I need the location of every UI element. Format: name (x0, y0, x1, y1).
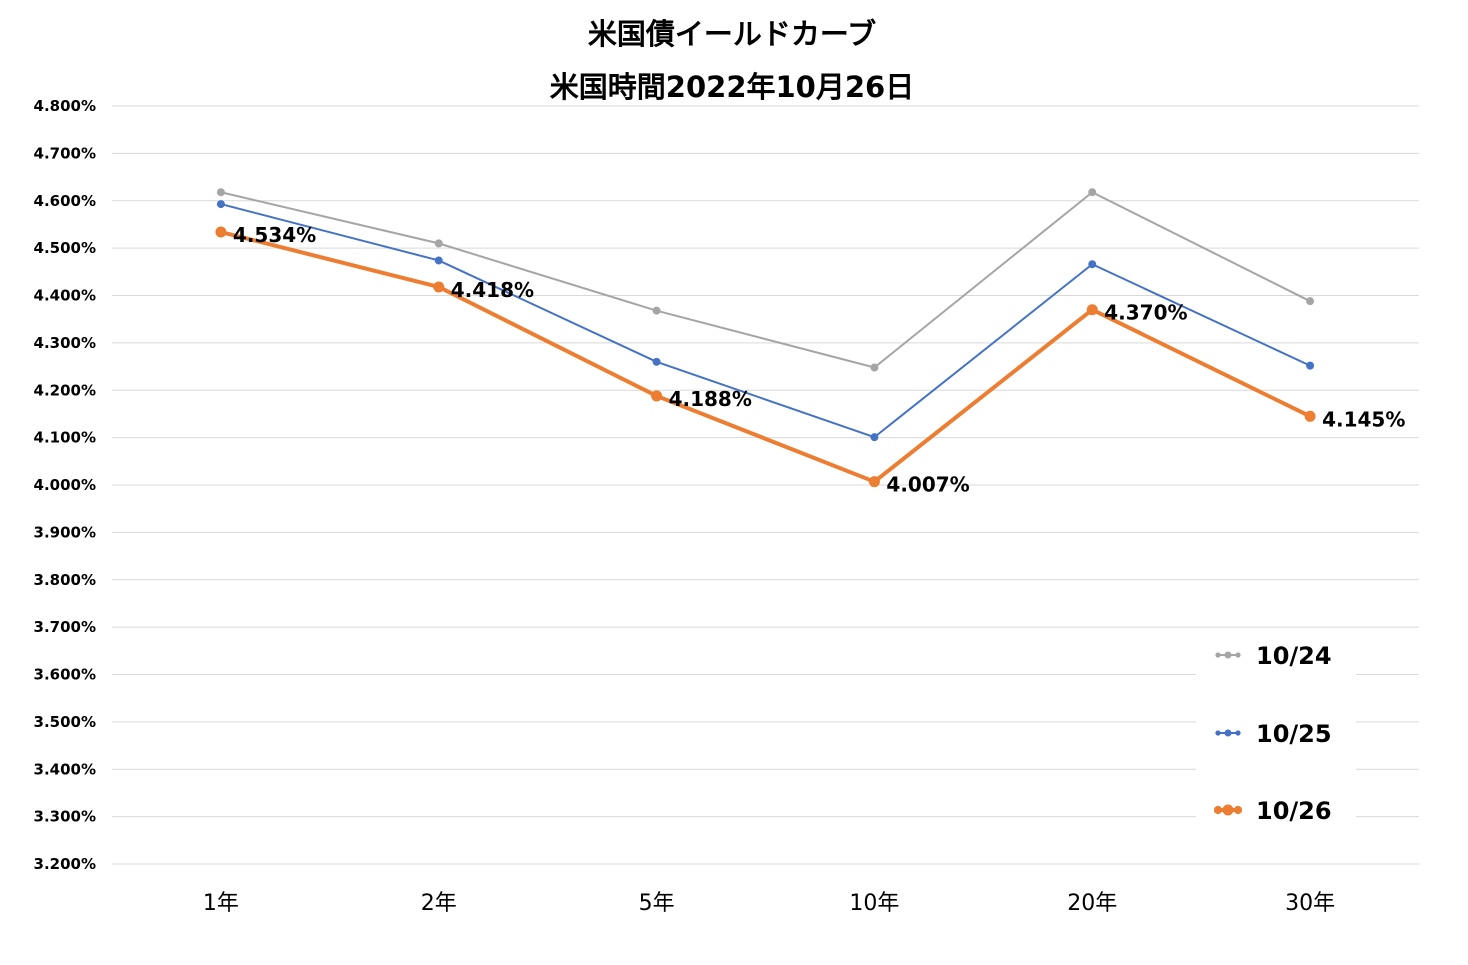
data-label: 4.007% (886, 473, 969, 497)
data-point (652, 306, 661, 315)
legend-swatch-marker (1213, 805, 1223, 815)
legend-item-2: 10/25 (1215, 720, 1332, 748)
y-tick-label: 4.300% (34, 334, 96, 352)
y-tick-label: 3.900% (34, 523, 96, 541)
data-point (1304, 410, 1316, 422)
y-tick-label: 3.400% (34, 760, 96, 778)
legend-label: 10/26 (1256, 797, 1332, 825)
data-point (1088, 188, 1097, 197)
legend-swatch-marker (1233, 805, 1243, 815)
data-point (434, 239, 443, 248)
data-labels: 4.534% 4.418% 4.188% 4.007% 4.370% 4.145% (233, 223, 1405, 497)
x-tick-label: 5年 (639, 891, 675, 916)
data-point (216, 200, 225, 209)
y-tick-label: 3.200% (34, 855, 96, 873)
legend-swatch-marker (1224, 729, 1232, 737)
series-lines (215, 188, 1316, 488)
data-point (216, 188, 225, 197)
legend-item-3: 10/26 (1213, 797, 1332, 825)
series-line-1 (220, 191, 1311, 369)
y-tick-label: 4.400% (34, 287, 96, 305)
data-point (1306, 297, 1315, 306)
data-label: 4.145% (1322, 407, 1405, 431)
data-point (434, 256, 443, 265)
data-point (652, 357, 661, 366)
legend-swatch-marker (1235, 652, 1241, 658)
y-tick-label: 4.600% (34, 192, 96, 210)
data-point (1088, 260, 1097, 269)
series-line-3 (220, 230, 1311, 484)
x-tick-label: 30年 (1285, 891, 1335, 916)
data-point (870, 363, 879, 372)
data-label: 4.188% (669, 387, 752, 411)
y-tick-label: 4.100% (34, 429, 96, 447)
legend-background (1196, 628, 1356, 828)
data-point (651, 390, 663, 402)
x-tick-label: 2年 (421, 891, 457, 916)
x-tick-label: 1年 (203, 891, 239, 916)
y-tick-label: 3.300% (34, 808, 96, 826)
data-label: 4.370% (1104, 301, 1187, 325)
y-tick-label: 3.700% (34, 618, 96, 636)
legend-swatch-marker (1222, 804, 1234, 816)
data-point (1306, 361, 1315, 370)
legend-label: 10/25 (1256, 720, 1332, 748)
y-tick-label: 4.700% (34, 144, 96, 162)
x-tick-label: 10年 (849, 891, 899, 916)
legend-swatch-marker (1235, 730, 1241, 736)
data-point (215, 226, 227, 238)
x-axis-ticks: 1年 2年 5年 10年 20年 30年 (203, 891, 1335, 916)
legend-item-1: 10/24 (1215, 642, 1332, 670)
y-tick-label: 3.600% (34, 666, 96, 684)
data-point (868, 476, 880, 488)
data-point (1086, 304, 1098, 316)
data-point (870, 433, 879, 442)
chart-title: 米国債イールドカーブ (588, 17, 876, 51)
data-label: 4.418% (451, 278, 534, 302)
data-label: 4.534% (233, 223, 316, 247)
legend-swatch-marker (1224, 651, 1232, 659)
y-tick-label: 4.000% (34, 476, 96, 494)
series-line-2 (220, 203, 1311, 439)
y-tick-label: 4.800% (34, 97, 96, 115)
y-tick-label: 3.800% (34, 571, 96, 589)
y-tick-label: 3.500% (34, 713, 96, 731)
chart-subtitle: 米国時間2022年10月26日 (550, 70, 914, 104)
legend: 10/24 10/25 10/26 (1213, 642, 1332, 825)
legend-label: 10/24 (1256, 642, 1332, 670)
x-tick-label: 20年 (1067, 891, 1117, 916)
y-tick-label: 4.200% (34, 381, 96, 399)
data-point (433, 281, 445, 293)
y-axis-ticks: 4.800% 4.700% 4.600% 4.500% 4.400% 4.300% 4.20… (34, 97, 96, 873)
y-tick-label: 4.500% (34, 239, 96, 257)
legend-swatch-marker (1215, 652, 1221, 658)
legend-swatch-marker (1215, 730, 1221, 736)
